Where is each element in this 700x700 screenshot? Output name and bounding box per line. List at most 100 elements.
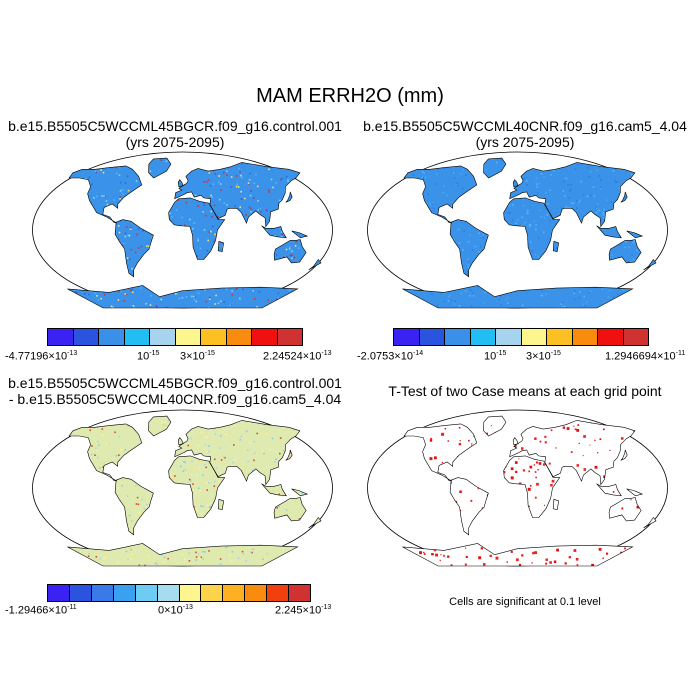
panel3-title-line2: - b.e15.B5505C5WCCML40CNR.f09_g16.cam5_4… xyxy=(8,391,342,407)
coastline xyxy=(620,191,628,203)
panel3-cbar-mid-label: 0×10-13 xyxy=(158,604,193,617)
coastline xyxy=(620,449,628,461)
panel2-cbar-tick2-label: 3×10-15 xyxy=(526,350,561,363)
colorbar-swatch xyxy=(496,329,522,345)
coastline xyxy=(643,259,657,271)
coastline xyxy=(596,225,622,239)
coastline xyxy=(308,259,322,271)
colorbar-swatch xyxy=(48,585,70,601)
coastline xyxy=(503,197,561,260)
coastline xyxy=(174,420,301,486)
coastline xyxy=(503,455,561,518)
panel2-title-line2: (yrs 2075-2095) xyxy=(475,134,575,150)
panel3-cbar-min-label: -1.29466×10-11 xyxy=(5,604,77,617)
coastline xyxy=(261,225,287,239)
colorbar-swatch xyxy=(157,585,180,601)
colorbar-swatch xyxy=(135,585,158,601)
panel3-map xyxy=(32,409,333,567)
panel1-colorbar xyxy=(47,328,303,346)
colorbar-swatch xyxy=(201,585,224,601)
coastline xyxy=(596,483,622,497)
coastline xyxy=(168,455,226,518)
coastline xyxy=(403,423,478,482)
colorbar-swatch xyxy=(572,329,598,345)
colorbar-swatch xyxy=(289,585,311,601)
colorbar-swatch xyxy=(99,329,125,345)
panel1-cbar-tick2-label: 3×10-15 xyxy=(180,350,215,363)
coastline xyxy=(273,239,307,264)
coastline xyxy=(483,157,507,179)
panel3-colorbar xyxy=(47,584,311,602)
coastline xyxy=(483,415,507,437)
colorbar-swatch xyxy=(179,585,202,601)
colorbar-swatch xyxy=(394,329,420,345)
coastline xyxy=(148,157,172,179)
panel1-cbar-tick1-label: 10-15 xyxy=(137,350,160,363)
coastline xyxy=(509,162,636,228)
figure-title: MAM ERRH2O (mm) xyxy=(256,85,444,107)
panel4-title: T-Test of two Case means at each grid po… xyxy=(350,383,700,399)
coastline xyxy=(285,449,293,461)
coastline xyxy=(114,219,154,278)
coastline xyxy=(291,230,309,239)
coastline xyxy=(509,420,636,486)
panel4-title-line1: T-Test of two Case means at each grid po… xyxy=(388,383,662,399)
coastline xyxy=(512,437,519,446)
coastline xyxy=(285,191,293,203)
coastline xyxy=(67,543,299,567)
colorbar-swatch xyxy=(73,329,99,345)
colorbar-swatch xyxy=(113,585,136,601)
coastline xyxy=(177,437,184,446)
colorbar-swatch xyxy=(623,329,648,345)
coastline xyxy=(67,285,299,309)
panel4-footnote: Cells are significant at 0.1 level xyxy=(449,596,601,608)
colorbar-swatch xyxy=(223,585,246,601)
colorbar-swatch xyxy=(150,329,176,345)
colorbar-swatch xyxy=(48,329,74,345)
coastline xyxy=(626,230,644,239)
panel1-title-line1: b.e15.B5505C5WCCML45BGCR.f09_g16.control… xyxy=(8,118,342,134)
coastline xyxy=(512,179,519,188)
panel1-title: b.e15.B5505C5WCCML45BGCR.f09_g16.control… xyxy=(0,118,350,150)
coastline xyxy=(608,497,642,522)
coastline xyxy=(291,488,309,497)
coastline xyxy=(608,239,642,264)
coastline xyxy=(177,179,184,188)
coastline xyxy=(449,219,489,278)
colorbar-swatch xyxy=(91,585,114,601)
coastline xyxy=(273,497,307,522)
colorbar-swatch xyxy=(175,329,201,345)
panel2-cbar-min-label: -2.0753×10-14 xyxy=(357,350,424,363)
colorbar-swatch xyxy=(69,585,92,601)
panel2-map xyxy=(367,151,668,309)
colorbar-swatch xyxy=(252,329,278,345)
panel2-colorbar xyxy=(393,328,649,346)
colorbar-swatch xyxy=(419,329,445,345)
panel2-title: b.e15.B5505C5WCCML40CNR.f09_g16.cam5_4.0… xyxy=(350,118,700,150)
panel1-cbar-min-label: -4.77196×10-13 xyxy=(5,350,78,363)
coastline xyxy=(168,197,226,260)
coastline xyxy=(114,477,154,536)
coastline xyxy=(308,517,322,529)
coastline xyxy=(68,165,143,224)
coastline xyxy=(402,543,634,567)
panel3-title-line1: b.e15.B5505C5WCCML45BGCR.f09_g16.control… xyxy=(8,375,342,391)
panel4-map xyxy=(367,409,668,567)
panel2-cbar-max-label: 1.2946694×10-11 xyxy=(605,350,686,363)
coastline xyxy=(643,517,657,529)
panel2-title-line1: b.e15.B5505C5WCCML40CNR.f09_g16.cam5_4.0… xyxy=(363,118,687,134)
coastline xyxy=(552,498,560,511)
panel3-cbar-max-label: 2.245×10-13 xyxy=(275,604,332,617)
colorbar-swatch xyxy=(267,585,290,601)
coastline xyxy=(217,498,225,511)
coastline xyxy=(552,240,560,253)
panel1-title-line2: (yrs 2075-2095) xyxy=(125,134,225,150)
colorbar-swatch xyxy=(547,329,573,345)
coastline xyxy=(217,240,225,253)
colorbar-swatch xyxy=(277,329,302,345)
coastline xyxy=(402,285,634,309)
colorbar-swatch xyxy=(598,329,624,345)
colorbar-swatch xyxy=(245,585,268,601)
colorbar-swatch xyxy=(124,329,150,345)
colorbar-swatch xyxy=(445,329,471,345)
